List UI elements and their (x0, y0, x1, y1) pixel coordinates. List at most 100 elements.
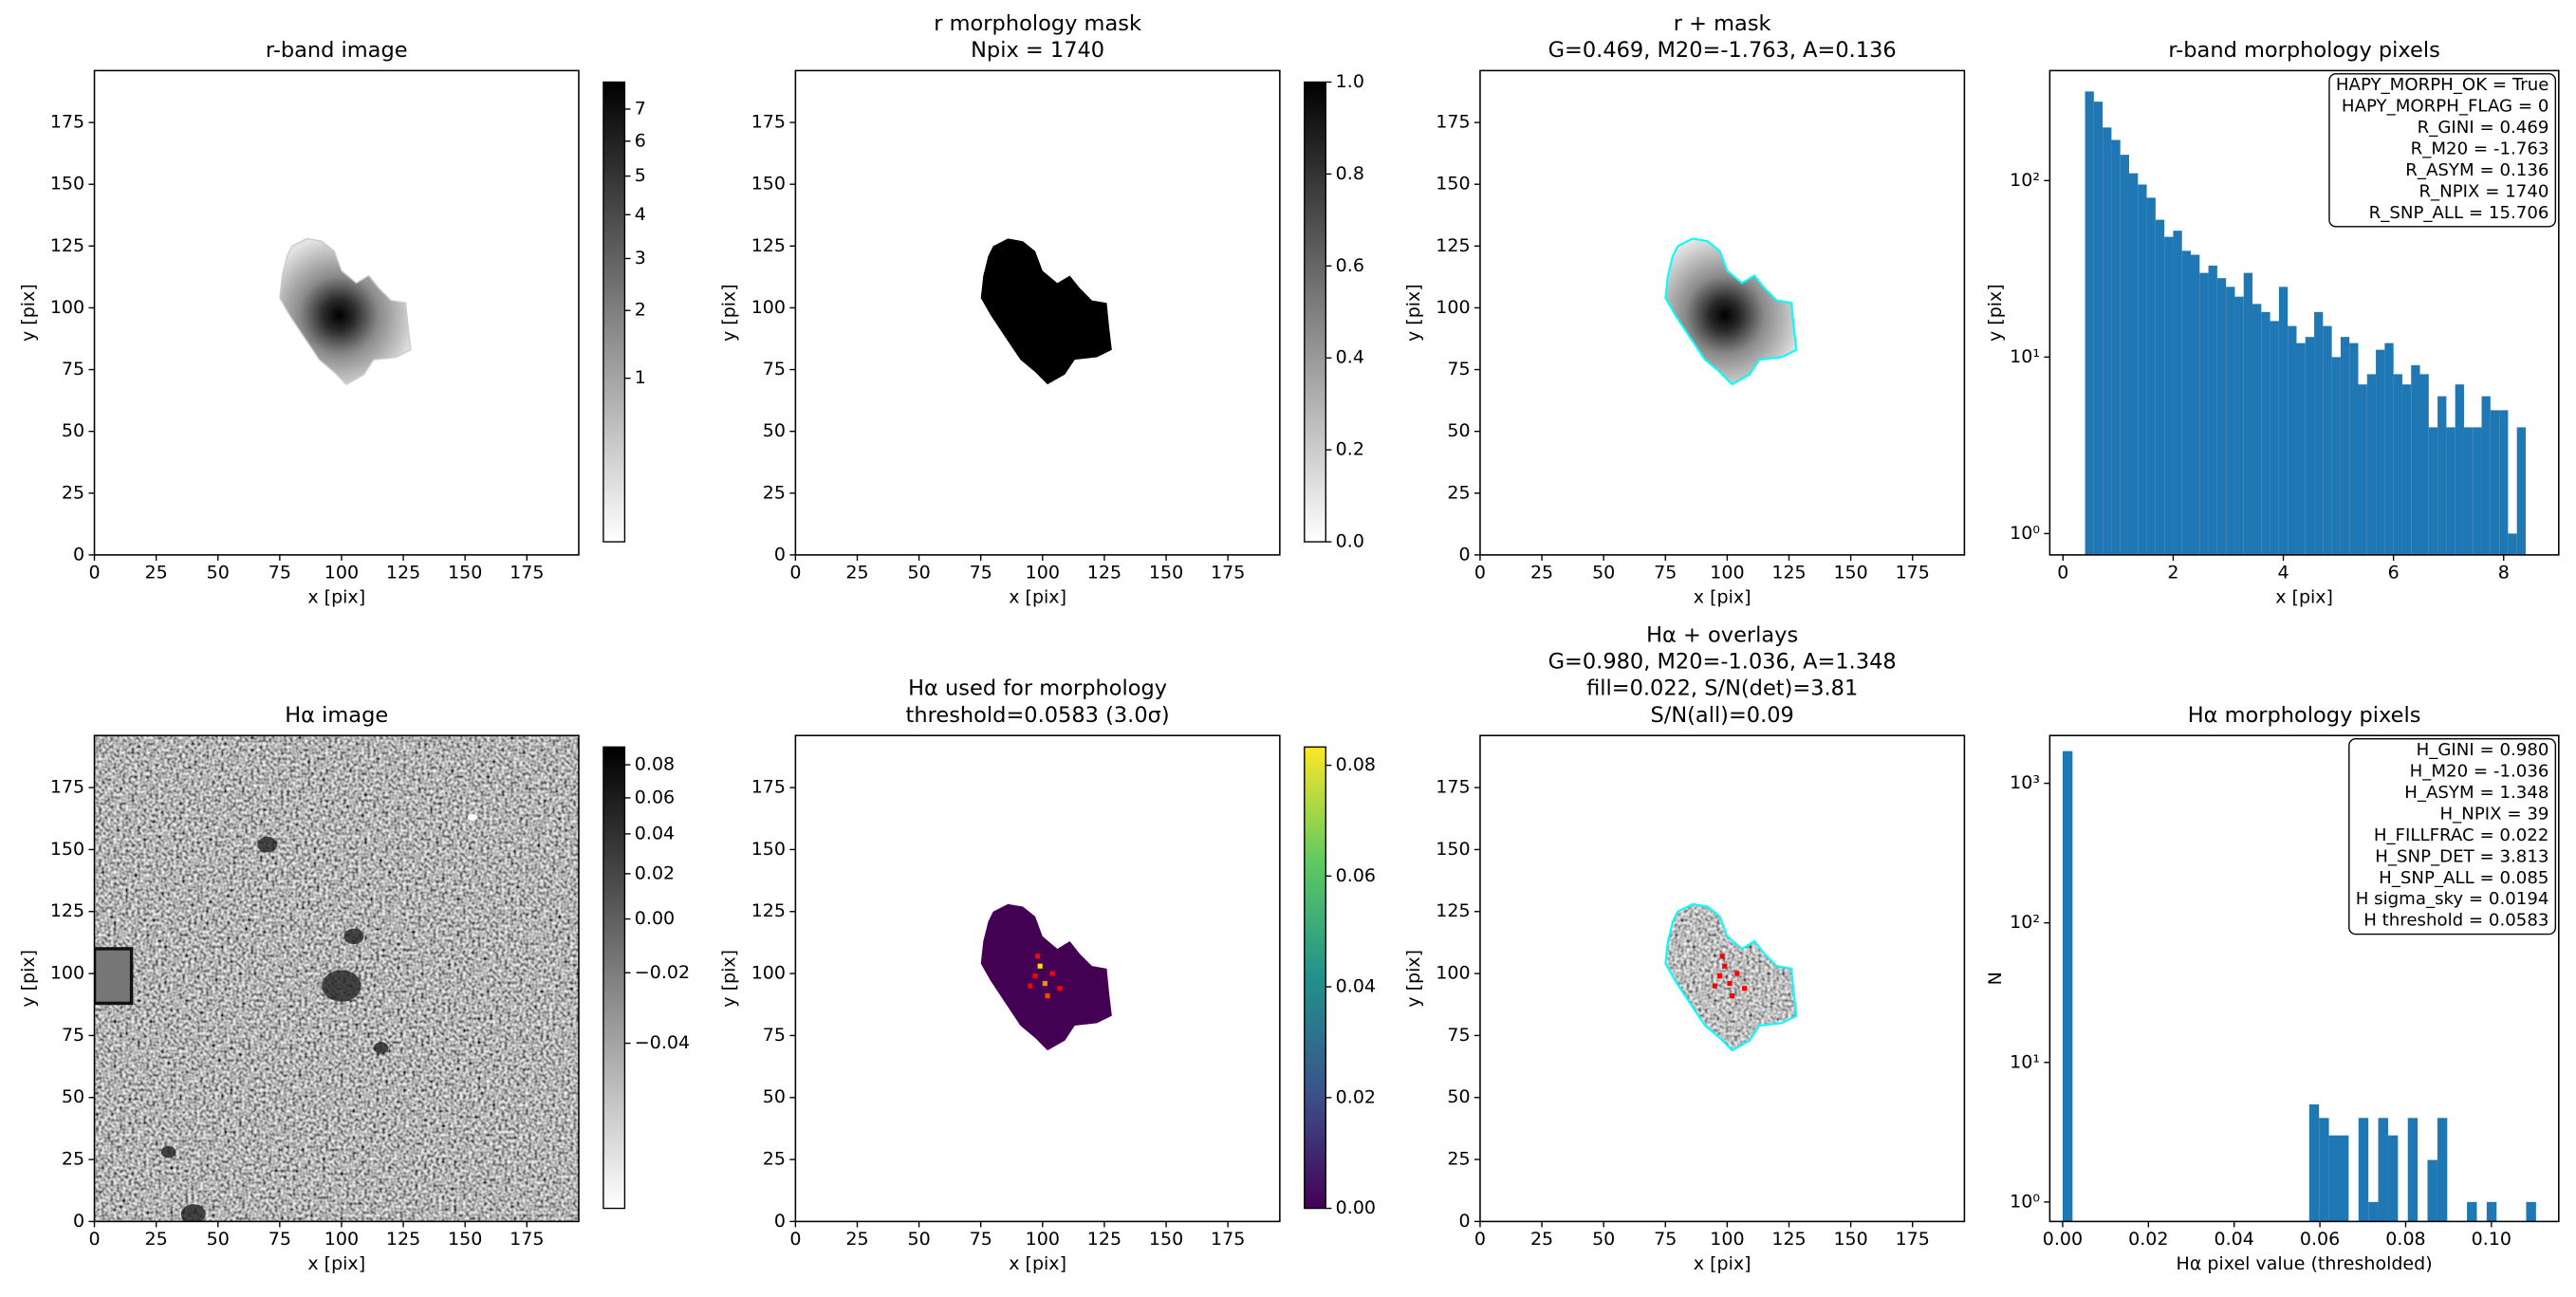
histogram-bar (2314, 311, 2324, 555)
histogram-bar (2173, 231, 2182, 555)
y-tick-label: 75 (1447, 1025, 1470, 1046)
histogram-bar (2358, 384, 2367, 555)
colorbar-tick-label: 1.0 (1336, 71, 1364, 92)
histogram-bar (2216, 278, 2227, 555)
x-tick-label: 0 (1474, 1229, 1486, 1250)
colorbar-tick-label: 0.00 (635, 908, 675, 929)
y-tick-label: 10¹ (2010, 1051, 2040, 1072)
y-tick-label: 50 (1447, 1086, 1470, 1107)
x-tick-label: 100 (1710, 1229, 1744, 1250)
colorbar-tick-label: 0.00 (1336, 1197, 1376, 1218)
annotation-box (2328, 73, 2557, 228)
histogram-bar (2155, 219, 2165, 555)
histogram-bar (2111, 139, 2121, 555)
masked-region (94, 947, 134, 1006)
x-axis-label: x [pix] (1694, 1253, 1751, 1274)
histogram-bar (2138, 184, 2147, 555)
colorbar-tick-label: −0.02 (635, 962, 690, 983)
x-tick-label: 0 (1474, 562, 1486, 583)
colorbar-tick-label: 0.08 (1336, 754, 1376, 775)
y-axis-label: y [pix] (1403, 950, 1424, 1008)
galaxy-image (279, 237, 412, 385)
colorbar-tick-label: 0.0 (1336, 531, 1364, 552)
bright-pixel (1045, 992, 1050, 999)
panel: 0 25 50 75 100 125 150 175 0 25 50 75 100 125 150 175 r … (719, 11, 1364, 607)
panel-title: r + mask (1674, 11, 1771, 36)
histogram-bar (2296, 343, 2306, 555)
x-tick-label: 0.00 (2043, 1229, 2083, 1250)
y-tick-label: 25 (62, 1149, 84, 1170)
dark-source (180, 1204, 206, 1222)
histogram-bar (2467, 1201, 2477, 1222)
y-tick-label: 10¹ (2010, 346, 2040, 367)
annotation-line: H threshold = 0.0583 (2363, 911, 2548, 931)
colorbar-tick-label: 0.06 (635, 787, 675, 807)
y-tick-label: 10⁰ (2010, 1191, 2040, 1212)
histogram-bar (2093, 102, 2103, 555)
panel: 0 25 50 75 100 125 150 175 0 25 50 75 100 125 150 175 Hα… (18, 703, 690, 1274)
x-tick-label: 50 (207, 1229, 230, 1250)
y-tick-label: 75 (1447, 359, 1470, 380)
x-tick-label: 125 (1771, 562, 1806, 583)
histogram-bar (2427, 1159, 2437, 1222)
histogram-bar (2455, 384, 2464, 555)
y-tick-label: 0 (73, 544, 84, 565)
x-tick-label: 175 (510, 562, 544, 583)
y-tick-label: 0 (73, 1211, 84, 1232)
histogram-bar (2323, 325, 2332, 555)
y-tick-label: 25 (1447, 482, 1470, 503)
histogram-bar (2446, 427, 2456, 555)
y-tick-label: 175 (1436, 112, 1470, 133)
histogram-bar (2270, 321, 2279, 555)
plot-area (94, 70, 579, 555)
y-tick-label: 150 (50, 839, 84, 860)
panel: 0 25 50 75 100 125 150 1750255075100125150175r-… (18, 38, 646, 607)
histogram-bar (2384, 343, 2394, 555)
histogram-bar (2428, 427, 2438, 555)
histogram-bar (2305, 337, 2315, 555)
panel-title: fill=0.022, S/N(det)=3.81 (1586, 676, 1858, 701)
x-tick-label: 50 (1592, 1229, 1615, 1250)
bright-pixel (1037, 963, 1043, 969)
y-axis-label: y [pix] (1985, 284, 2006, 342)
y-tick-label: 75 (763, 1025, 786, 1046)
annotation-line: H_SNP_DET = 3.813 (2375, 846, 2548, 866)
annotation-line: H sigma_sky = 0.0194 (2356, 889, 2549, 909)
y-tick-label: 50 (763, 1086, 786, 1107)
y-tick-label: 100 (751, 963, 786, 984)
y-tick-label: 50 (62, 1086, 84, 1107)
y-tick-label: 100 (50, 963, 84, 984)
panel-title: Hα used for morphology (908, 676, 1167, 701)
plot-area (94, 735, 579, 1222)
dark-source (373, 1042, 389, 1054)
histogram-bar (2278, 287, 2289, 555)
annotation-line: H_GINI = 0.980 (2417, 740, 2549, 760)
annotation-line: R_GINI = 0.469 (2418, 118, 2549, 138)
x-tick-label: 2 (2167, 562, 2178, 583)
histogram-bar (2338, 1135, 2349, 1222)
axes-frame (93, 734, 580, 1223)
plot-area (2085, 91, 2526, 555)
y-axis-label: y [pix] (1403, 284, 1424, 342)
x-tick-label: 8 (2498, 562, 2510, 583)
x-tick-label: 175 (1896, 562, 1930, 583)
histogram-bar (2120, 155, 2129, 555)
x-tick-label: 75 (269, 562, 291, 583)
histogram-bar (2181, 250, 2192, 555)
y-tick-label: 75 (62, 359, 84, 380)
colorbar (1304, 746, 1326, 1210)
mask-contour (1664, 237, 1798, 386)
panel-title: Hα morphology pixels (2188, 703, 2421, 728)
y-tick-label: 175 (1436, 777, 1470, 798)
histogram-bar (2437, 396, 2447, 555)
x-tick-label: 25 (845, 562, 868, 583)
x-tick-label: 0 (789, 562, 801, 583)
histogram-bar (2486, 1201, 2497, 1222)
histogram-bar (2376, 349, 2385, 555)
x-tick-label: 25 (145, 562, 168, 583)
axes-frame (1479, 69, 1966, 556)
y-tick-label: 25 (62, 482, 84, 503)
x-tick-label: 25 (1530, 1229, 1553, 1250)
x-tick-label: 100 (1026, 1229, 1060, 1250)
panel: 0.00 0.02 0.04 0.06 0.08 0.10 10⁰ 10¹ 10² 10³ Hα m… (1985, 703, 2560, 1274)
